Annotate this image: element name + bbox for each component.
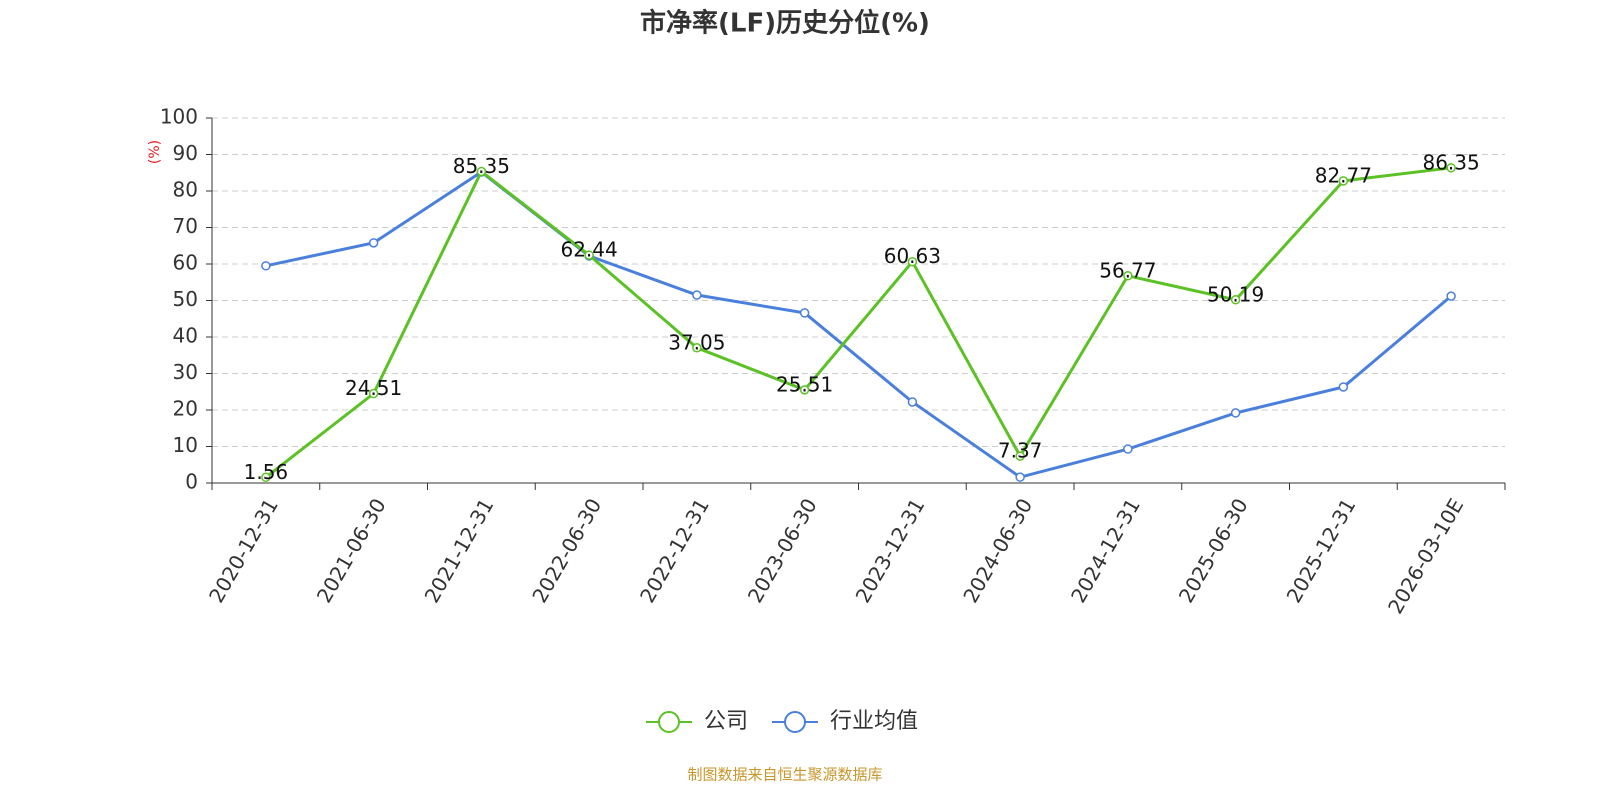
point xyxy=(368,238,379,248)
point xyxy=(1446,163,1456,173)
data-label: 85.35 xyxy=(453,154,510,178)
y-tick-label: 10 xyxy=(173,433,198,457)
x-tick-label: 2025-12-31 xyxy=(1282,494,1361,607)
point xyxy=(261,261,271,271)
x-tick-label: 2022-06-30 xyxy=(527,494,606,607)
y-tick-label: 100 xyxy=(160,105,198,129)
series-line xyxy=(264,166,1452,479)
point xyxy=(1015,451,1025,461)
x-tick-label: 2026-03-10E xyxy=(1383,494,1468,618)
y-tick-label: 70 xyxy=(173,214,198,238)
y-tick-label: 20 xyxy=(173,397,198,421)
data-label: 86.35 xyxy=(1422,150,1479,174)
x-tick-label: 2022-12-31 xyxy=(635,494,714,607)
data-label: 60.63 xyxy=(884,244,941,268)
y-tick-label: 60 xyxy=(173,251,198,275)
data-label: 24.51 xyxy=(345,376,402,400)
point xyxy=(1123,444,1133,454)
point xyxy=(692,343,702,353)
point xyxy=(907,256,918,267)
point xyxy=(1123,271,1133,281)
point xyxy=(1338,382,1349,392)
y-tick-label: 40 xyxy=(173,324,198,348)
point xyxy=(799,308,810,318)
point xyxy=(368,388,379,399)
data-label: 37.05 xyxy=(668,330,725,354)
x-tick-label: 2020-12-31 xyxy=(204,494,283,607)
legend-label: 公司 xyxy=(704,709,748,734)
point xyxy=(261,472,271,483)
chart-title: 市净率(LF)历史分位(%) xyxy=(640,8,930,39)
x-tick-label: 2021-06-30 xyxy=(312,494,391,607)
legend-marker xyxy=(784,711,806,733)
series-line xyxy=(265,170,1453,479)
x-tick-label: 2023-06-30 xyxy=(743,494,822,607)
data-label: 7.37 xyxy=(998,439,1043,463)
data-label: 25.51 xyxy=(776,372,833,396)
y-tick-label: 90 xyxy=(173,141,198,165)
x-tick-label: 2024-06-30 xyxy=(958,494,1037,607)
point xyxy=(1338,176,1349,186)
x-tick-label: 2021-12-31 xyxy=(420,494,499,607)
point xyxy=(692,290,702,300)
y-axis-label: (%) xyxy=(147,140,163,164)
legend-label: 行业均值 xyxy=(830,709,918,734)
y-tick-label: 50 xyxy=(173,287,198,311)
data-label: 50.19 xyxy=(1207,282,1264,306)
data-label: 82.77 xyxy=(1315,163,1372,187)
point xyxy=(584,250,594,260)
y-tick-label: 0 xyxy=(185,470,198,494)
point xyxy=(1230,408,1241,418)
x-tick-label: 2024-12-31 xyxy=(1066,494,1145,607)
point xyxy=(1230,295,1241,305)
point xyxy=(799,385,810,395)
point xyxy=(907,397,918,407)
y-tick-label: 30 xyxy=(173,360,198,384)
legend-marker xyxy=(658,711,680,733)
point xyxy=(1446,291,1456,301)
data-label: 1.56 xyxy=(244,460,289,484)
x-tick-label: 2025-06-30 xyxy=(1174,494,1253,607)
source-note: 制图数据来自恒生聚源数据库 xyxy=(687,766,882,784)
data-label: 56.77 xyxy=(1099,258,1156,282)
x-tick-label: 2023-12-31 xyxy=(851,494,930,607)
data-label: 62.44 xyxy=(560,238,617,262)
point xyxy=(476,166,487,177)
point xyxy=(1015,472,1025,482)
y-tick-label: 80 xyxy=(173,178,198,202)
